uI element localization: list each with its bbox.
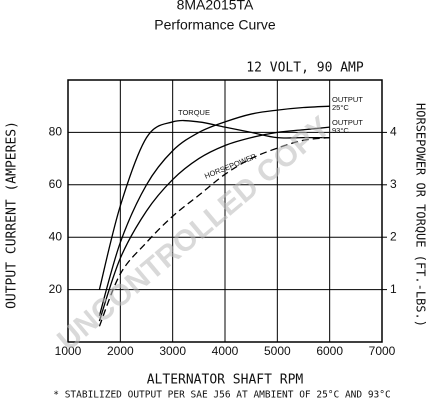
series-line <box>98 119 330 290</box>
chart-subtitle: Performance Curve <box>154 17 276 33</box>
x-tick-label: 7000 <box>369 344 396 358</box>
y2-tick-label: 1 <box>390 282 397 296</box>
rating: 12 VOLT, 90 AMP <box>246 61 364 76</box>
x-tick-label: 3000 <box>159 344 186 358</box>
y2-tick-label: 3 <box>390 177 397 191</box>
series-line <box>98 126 330 322</box>
series-label: OUTPUT 93°C <box>332 118 363 135</box>
watermark: UNCONTROLLED COPY <box>51 110 336 357</box>
x-axis-label: ALTERNATOR SHAFT RPM <box>147 373 304 388</box>
series-label: TORQUE <box>178 108 210 117</box>
y2-tick-label: 2 <box>390 229 397 243</box>
x-tick-label: 2000 <box>107 344 134 358</box>
series-label: OUTPUT 25°C <box>332 95 363 112</box>
y-tick-label: 80 <box>49 125 63 139</box>
x-tick-label: 6000 <box>316 344 343 358</box>
y2-axis-label: HORSEPOWER OR TORQUE (FT.-LBS.) <box>414 103 428 327</box>
y-tick-label: 60 <box>49 177 63 191</box>
chart-title: 8MA2015TA <box>177 0 254 13</box>
x-tick-label: 5000 <box>264 344 291 358</box>
y-tick-label: 20 <box>49 282 63 296</box>
y-axis-label: OUTPUT CURRENT (AMPERES) <box>5 121 20 309</box>
footnote: * STABILIZED OUTPUT PER SAE J56 AT AMBIE… <box>53 390 390 400</box>
series-line <box>98 105 330 316</box>
y2-tick-label: 4 <box>390 125 397 139</box>
x-tick-label: 1000 <box>55 344 82 358</box>
y-tick-label: 40 <box>49 229 63 243</box>
series-line <box>98 136 330 327</box>
x-tick-label: 4000 <box>212 344 239 358</box>
